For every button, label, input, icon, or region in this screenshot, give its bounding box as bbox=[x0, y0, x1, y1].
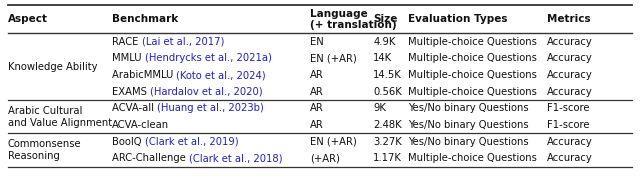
Text: (Clark et al., 2018): (Clark et al., 2018) bbox=[189, 153, 282, 163]
Text: AR: AR bbox=[310, 70, 324, 80]
Text: Yes/No binary Questions: Yes/No binary Questions bbox=[408, 137, 529, 147]
Text: AR: AR bbox=[310, 87, 324, 97]
Text: Accuracy: Accuracy bbox=[547, 137, 593, 147]
Text: AR: AR bbox=[310, 120, 324, 130]
Text: (Koto et al., 2024): (Koto et al., 2024) bbox=[177, 70, 266, 80]
Text: EN (+AR): EN (+AR) bbox=[310, 53, 357, 64]
Text: Accuracy: Accuracy bbox=[547, 53, 593, 64]
Text: BoolQ: BoolQ bbox=[112, 137, 145, 147]
Text: Commonsense
Reasoning: Commonsense Reasoning bbox=[8, 139, 81, 161]
Text: RACE: RACE bbox=[112, 37, 141, 47]
Text: Yes/No binary Questions: Yes/No binary Questions bbox=[408, 120, 529, 130]
Text: F1-score: F1-score bbox=[547, 120, 589, 130]
Text: AR: AR bbox=[310, 103, 324, 113]
Text: Language
(+ translation): Language (+ translation) bbox=[310, 9, 397, 30]
Text: (Huang et al., 2023b): (Huang et al., 2023b) bbox=[157, 103, 264, 113]
Text: Arabic Cultural
and Value Alignment: Arabic Cultural and Value Alignment bbox=[8, 106, 112, 128]
Text: Yes/No binary Questions: Yes/No binary Questions bbox=[408, 103, 529, 113]
Text: (Hendrycks et al., 2021a): (Hendrycks et al., 2021a) bbox=[145, 53, 271, 64]
Text: F1-score: F1-score bbox=[547, 103, 589, 113]
Text: ArabicMMLU: ArabicMMLU bbox=[112, 70, 177, 80]
Text: ARC-Challenge: ARC-Challenge bbox=[112, 153, 189, 163]
Text: Metrics: Metrics bbox=[547, 14, 591, 24]
Text: (Hardalov et al., 2020): (Hardalov et al., 2020) bbox=[150, 87, 262, 97]
Text: (+AR): (+AR) bbox=[310, 153, 340, 163]
Text: Multiple-choice Questions: Multiple-choice Questions bbox=[408, 37, 537, 47]
Text: Size: Size bbox=[373, 14, 397, 24]
Text: ACVA-clean: ACVA-clean bbox=[112, 120, 169, 130]
Text: EN (+AR): EN (+AR) bbox=[310, 137, 357, 147]
Text: Evaluation Types: Evaluation Types bbox=[408, 14, 508, 24]
Text: Accuracy: Accuracy bbox=[547, 37, 593, 47]
Text: ACVA-all: ACVA-all bbox=[112, 103, 157, 113]
Text: 9K: 9K bbox=[373, 103, 386, 113]
Text: Accuracy: Accuracy bbox=[547, 153, 593, 163]
Text: 1.17K: 1.17K bbox=[373, 153, 402, 163]
Text: EN: EN bbox=[310, 37, 324, 47]
Text: 0.56K: 0.56K bbox=[373, 87, 402, 97]
Text: Benchmark: Benchmark bbox=[112, 14, 179, 24]
Text: MMLU: MMLU bbox=[112, 53, 145, 64]
Text: Multiple-choice Questions: Multiple-choice Questions bbox=[408, 70, 537, 80]
Text: 14K: 14K bbox=[373, 53, 392, 64]
Text: 14.5K: 14.5K bbox=[373, 70, 402, 80]
Text: Multiple-choice Questions: Multiple-choice Questions bbox=[408, 153, 537, 163]
Text: Multiple-choice Questions: Multiple-choice Questions bbox=[408, 53, 537, 64]
Text: 4.9K: 4.9K bbox=[373, 37, 396, 47]
Text: Accuracy: Accuracy bbox=[547, 87, 593, 97]
Text: Accuracy: Accuracy bbox=[547, 70, 593, 80]
Text: 2.48K: 2.48K bbox=[373, 120, 402, 130]
Text: 3.27K: 3.27K bbox=[373, 137, 402, 147]
Text: (Clark et al., 2019): (Clark et al., 2019) bbox=[145, 137, 238, 147]
Text: Knowledge Ability: Knowledge Ability bbox=[8, 62, 97, 72]
Text: Aspect: Aspect bbox=[8, 14, 47, 24]
Text: EXAMS: EXAMS bbox=[112, 87, 150, 97]
Text: Multiple-choice Questions: Multiple-choice Questions bbox=[408, 87, 537, 97]
Text: (Lai et al., 2017): (Lai et al., 2017) bbox=[141, 37, 224, 47]
